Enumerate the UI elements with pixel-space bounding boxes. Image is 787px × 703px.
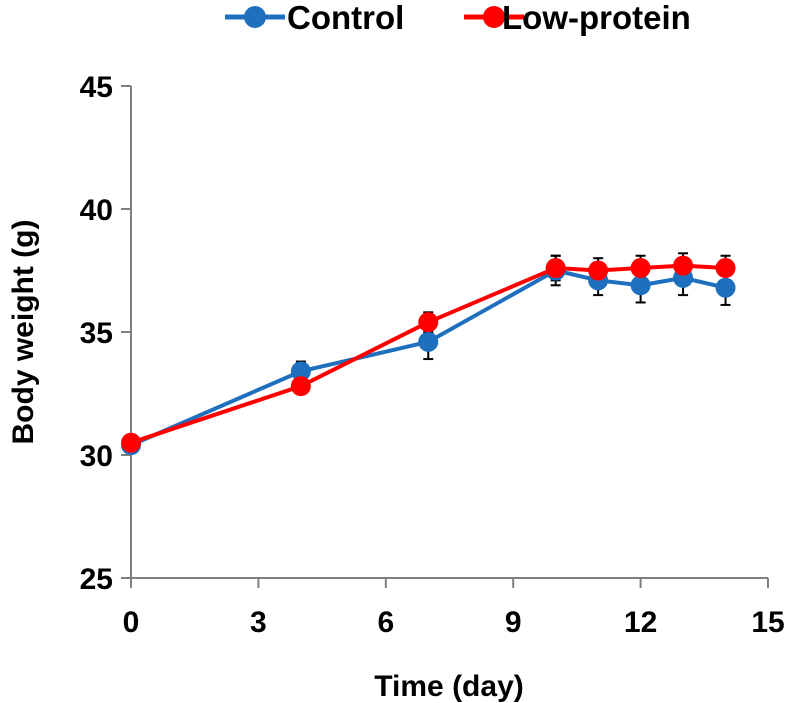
x-tick-label: 6 — [377, 606, 394, 639]
legend-label-control: Control — [287, 0, 404, 36]
y-tick-label: 35 — [80, 317, 113, 350]
data-point-control — [630, 275, 651, 296]
data-point-control — [715, 277, 736, 298]
data-point-low-protein — [630, 258, 651, 279]
axes: 25 30 35 40 45 0 3 6 9 12 15 — [80, 71, 785, 639]
legend: Control Low-protein — [225, 0, 691, 36]
y-tick-label: 45 — [80, 71, 113, 104]
legend-label-low-protein: Low-protein — [502, 0, 691, 36]
y-tick-label: 25 — [80, 563, 113, 596]
data-point-control — [418, 331, 439, 352]
series-group — [121, 255, 736, 456]
y-tick-label: 40 — [80, 194, 113, 227]
legend-marker-low-protein — [483, 6, 505, 28]
data-point-low-protein — [121, 432, 141, 453]
x-axis-title: Time (day) — [374, 670, 524, 703]
error-bars — [295, 252, 731, 383]
data-point-low-protein — [715, 258, 736, 279]
data-point-low-protein — [673, 255, 694, 276]
data-point-low-protein — [418, 312, 439, 333]
legend-marker-control — [244, 6, 266, 28]
x-tick-label: 3 — [250, 606, 267, 639]
x-tick-label: 9 — [505, 606, 522, 639]
y-tick-label: 30 — [80, 440, 113, 473]
data-point-low-protein — [588, 260, 609, 281]
data-point-low-protein — [545, 258, 566, 279]
x-tick-label: 0 — [123, 606, 140, 639]
data-point-control — [290, 361, 311, 382]
data-point-low-protein — [290, 376, 311, 397]
y-axis-title: Body weight (g) — [7, 220, 40, 445]
x-tick-label: 15 — [751, 606, 784, 639]
x-tick-label: 12 — [624, 606, 657, 639]
